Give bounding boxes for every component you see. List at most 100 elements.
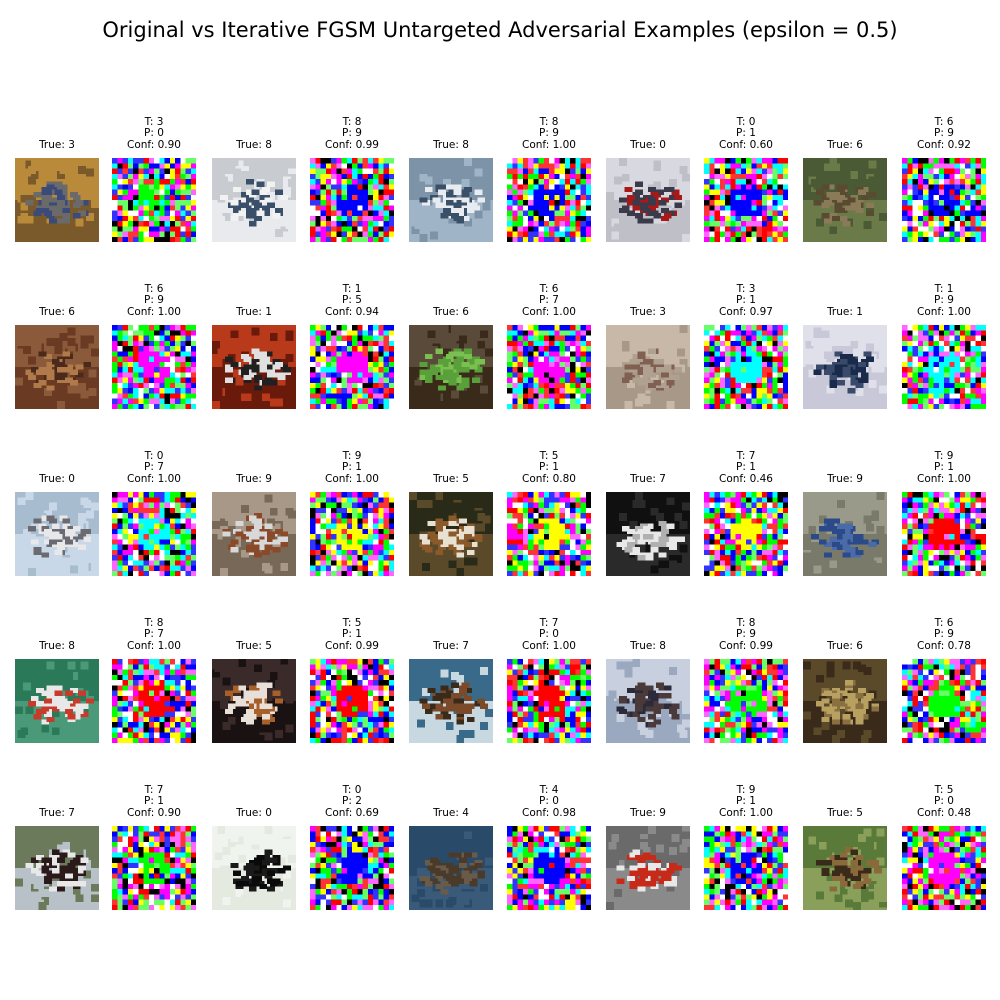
pred-label: P: 9 [736, 628, 756, 640]
adversarial-caption: T: 4 P: 0 Conf: 0.98 [489, 784, 609, 820]
original-thumbnail [606, 158, 690, 242]
target-label: T: 6 [934, 115, 954, 128]
original-image [212, 325, 296, 409]
adversarial-caption: T: 3 P: 1 Conf: 0.97 [686, 283, 806, 319]
original-image [803, 325, 887, 409]
target-label: T: 7 [736, 449, 756, 462]
adversarial-thumbnail [507, 659, 591, 743]
original-thumbnail [15, 325, 99, 409]
original-caption: True: 7 [0, 807, 117, 820]
pred-label: P: 1 [736, 795, 756, 807]
conf-label: Conf: 0.92 [917, 138, 971, 151]
adversarial-thumbnail [507, 325, 591, 409]
true-label: True: 1 [827, 305, 863, 318]
original-caption: True: 8 [391, 139, 511, 152]
true-label: True: 9 [630, 806, 666, 819]
original-image [212, 826, 296, 910]
true-label: True: 9 [827, 472, 863, 485]
original-caption: True: 6 [785, 640, 905, 653]
adversarial-caption: T: 0 P: 7 Conf: 1.00 [94, 449, 214, 486]
conf-label: Conf: 0.46 [719, 472, 773, 485]
adversarial-caption: T: 8 P: 9 Conf: 0.99 [292, 116, 412, 152]
adversarial-thumbnail [112, 158, 196, 242]
true-label: True: 5 [827, 806, 863, 819]
original-image [15, 325, 99, 409]
original-thumbnail [409, 826, 493, 910]
true-label: True: 8 [39, 639, 75, 652]
adversarial-thumbnail [902, 158, 986, 242]
adversarial-image [704, 325, 788, 409]
adversarial-caption: T: 1 P: 5 Conf: 0.94 [292, 283, 412, 319]
pred-label: P: 0 [934, 795, 954, 807]
adversarial-thumbnail [112, 325, 196, 409]
original-caption: True: 9 [785, 472, 905, 486]
original-caption: True: 6 [391, 305, 511, 319]
target-label: T: 7 [539, 616, 559, 629]
adversarial-caption: T: 6 P: 9 Conf: 0.92 [884, 115, 1000, 152]
adversarial-image [112, 325, 196, 409]
original-image [212, 158, 296, 242]
true-label: True: 0 [236, 806, 272, 819]
pred-label: P: 7 [144, 628, 164, 640]
original-caption: True: 5 [785, 806, 905, 820]
original-image [606, 158, 690, 242]
original-thumbnail [803, 492, 887, 576]
adversarial-thumbnail [310, 826, 394, 910]
adversarial-thumbnail [902, 325, 986, 409]
conf-label: Conf: 0.99 [325, 639, 379, 652]
target-label: T: 0 [144, 449, 164, 462]
adversarial-image [507, 659, 591, 743]
original-thumbnail [803, 659, 887, 743]
target-label: T: 5 [539, 449, 559, 462]
true-label: True: 8 [236, 138, 272, 151]
adversarial-image [902, 158, 986, 242]
figure-title: Original vs Iterative FGSM Untargeted Ad… [102, 18, 898, 42]
original-image [15, 826, 99, 910]
original-caption: True: 3 [0, 139, 117, 152]
original-caption: True: 5 [194, 640, 314, 653]
adversarial-thumbnail [310, 325, 394, 409]
original-thumbnail [212, 826, 296, 910]
true-label: True: 6 [433, 305, 469, 318]
target-label: T: 6 [934, 616, 954, 629]
adversarial-thumbnail [704, 325, 788, 409]
original-thumbnail [409, 659, 493, 743]
adversarial-image [310, 826, 394, 910]
original-thumbnail [15, 826, 99, 910]
adversarial-thumbnail [310, 659, 394, 743]
original-thumbnail [212, 158, 296, 242]
original-thumbnail [606, 826, 690, 910]
original-image [15, 158, 99, 242]
original-caption: True: 7 [391, 639, 511, 653]
original-image [409, 826, 493, 910]
adversarial-image [112, 158, 196, 242]
original-caption: True: 5 [391, 473, 511, 486]
adversarial-image [902, 659, 986, 743]
adversarial-image [310, 158, 394, 242]
adversarial-caption: T: 5 P: 0 Conf: 0.48 [884, 784, 1000, 820]
original-thumbnail [606, 659, 690, 743]
original-thumbnail [606, 325, 690, 409]
pred-label: P: 0 [144, 127, 164, 139]
conf-label: Conf: 0.99 [719, 639, 773, 652]
target-label: T: 7 [144, 783, 164, 796]
conf-label: Conf: 0.78 [917, 639, 971, 652]
original-image [606, 826, 690, 910]
target-label: T: 0 [342, 783, 362, 796]
original-image [15, 492, 99, 576]
original-caption: True: 8 [0, 639, 117, 653]
adversarial-image [704, 492, 788, 576]
original-thumbnail [15, 158, 99, 242]
true-label: True: 3 [630, 305, 666, 318]
adversarial-image [704, 158, 788, 242]
adversarial-image [507, 492, 591, 576]
conf-label: Conf: 0.60 [719, 138, 773, 151]
original-image [803, 826, 887, 910]
true-label: True: 4 [433, 806, 469, 819]
original-thumbnail [212, 659, 296, 743]
adversarial-thumbnail [310, 492, 394, 576]
pred-label: P: 1 [144, 795, 164, 807]
adversarial-thumbnail [507, 158, 591, 242]
true-label: True: 7 [433, 639, 469, 652]
